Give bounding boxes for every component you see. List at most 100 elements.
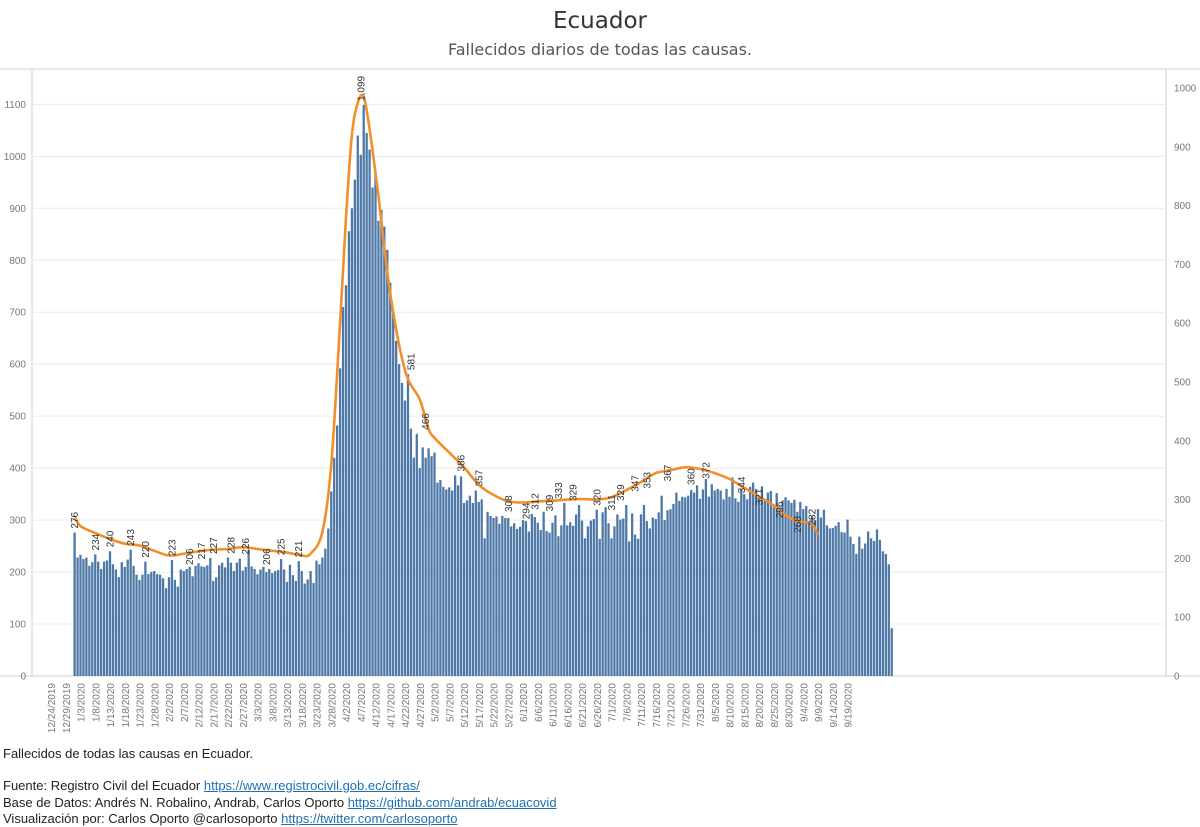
bar (869, 538, 873, 676)
visualization-link[interactable]: https://twitter.com/carlosoporto (281, 811, 458, 826)
bar (684, 497, 687, 676)
x-tick-label: 7/16/2020 (652, 683, 663, 728)
bar (672, 503, 675, 676)
bar (592, 519, 595, 676)
x-tick-label: 7/31/2020 (696, 683, 707, 728)
bar (212, 580, 215, 676)
y-left-tick-label: 0 (20, 672, 26, 683)
bar (232, 571, 236, 676)
y-right-tick-label: 500 (1174, 378, 1191, 389)
bar (554, 515, 557, 676)
bar (315, 560, 318, 676)
bar (147, 574, 150, 676)
bar (784, 497, 787, 676)
bar (625, 505, 628, 676)
bar (73, 532, 76, 676)
x-tick-label: 6/16/2020 (563, 683, 574, 728)
x-tick-label: 12/29/2019 (62, 683, 73, 733)
bar (530, 513, 533, 676)
y-right-tick-label: 900 (1174, 142, 1191, 153)
x-tick-label: 4/27/2020 (416, 683, 427, 728)
bar (521, 520, 525, 676)
bar (746, 499, 749, 676)
bar (182, 571, 185, 676)
bar (864, 543, 867, 676)
x-tick-label: 2/12/2020 (195, 683, 206, 728)
bar (359, 154, 362, 676)
bar (303, 583, 306, 676)
y-left-tick-label: 100 (9, 620, 26, 631)
x-tick-label: 1/8/2020 (91, 683, 102, 722)
bar (191, 576, 194, 676)
bar (855, 553, 858, 676)
bar (657, 512, 660, 676)
y-right-tick-label: 300 (1174, 495, 1191, 506)
bar (483, 538, 486, 676)
bar (105, 560, 109, 676)
bar (459, 476, 463, 676)
source-link[interactable]: https://www.registrocivil.gob.ec/cifras/ (203, 778, 420, 793)
bar (82, 559, 85, 676)
bar (633, 534, 637, 676)
y-left-tick-label: 300 (9, 516, 26, 527)
database-link[interactable]: https://github.com/andrab/ecuacovid (347, 795, 557, 810)
bar (515, 528, 519, 676)
bar (97, 561, 100, 676)
bar (288, 564, 292, 676)
x-tick-label: 6/11/2020 (549, 683, 560, 727)
bar (141, 574, 144, 676)
bar (507, 518, 510, 676)
bar (403, 400, 407, 676)
x-tick-label: 8/30/2020 (785, 683, 796, 728)
bar (462, 502, 466, 676)
bar (518, 526, 522, 676)
bar (504, 518, 507, 676)
bar (406, 374, 410, 676)
bar (639, 514, 643, 676)
x-tick-label: 4/2/2020 (342, 683, 353, 722)
bar (574, 514, 578, 676)
data-label: 220 (141, 541, 152, 558)
x-tick-label: 6/21/2020 (578, 683, 589, 728)
bar (601, 512, 604, 676)
data-label: 227 (209, 537, 220, 554)
bar (170, 560, 174, 676)
bar (566, 525, 569, 676)
bar (176, 586, 179, 676)
bar (690, 489, 693, 676)
bar (645, 521, 649, 676)
bar (548, 532, 551, 676)
x-tick-label: 5/17/2020 (475, 683, 486, 728)
bar (580, 520, 584, 676)
bar (486, 511, 489, 676)
bar (616, 514, 619, 676)
bar (569, 522, 572, 676)
bar (678, 500, 681, 676)
bar (793, 499, 796, 676)
bar (250, 566, 253, 676)
data-label: 268 (793, 516, 804, 533)
bar (577, 505, 581, 676)
bar (560, 525, 563, 676)
y-left-tick-label: 1100 (4, 100, 26, 111)
bar (159, 574, 162, 676)
bar (448, 487, 451, 676)
bar (867, 531, 870, 676)
bar (374, 171, 377, 676)
bar (619, 519, 622, 676)
bar (489, 515, 492, 676)
x-tick-label: 5/2/2020 (431, 683, 442, 722)
page-title: Ecuador (553, 8, 647, 34)
x-tick-label: 7/1/2020 (608, 683, 619, 722)
bar (660, 495, 663, 676)
bar (206, 565, 209, 676)
bar (802, 509, 805, 676)
y-left-tick-label: 900 (9, 204, 26, 215)
bar (309, 571, 312, 676)
bar (613, 526, 616, 676)
bar (380, 209, 383, 676)
bar (274, 571, 277, 676)
x-tick-label: 1/23/2020 (136, 683, 147, 728)
bar (350, 208, 354, 676)
bar (229, 562, 233, 676)
